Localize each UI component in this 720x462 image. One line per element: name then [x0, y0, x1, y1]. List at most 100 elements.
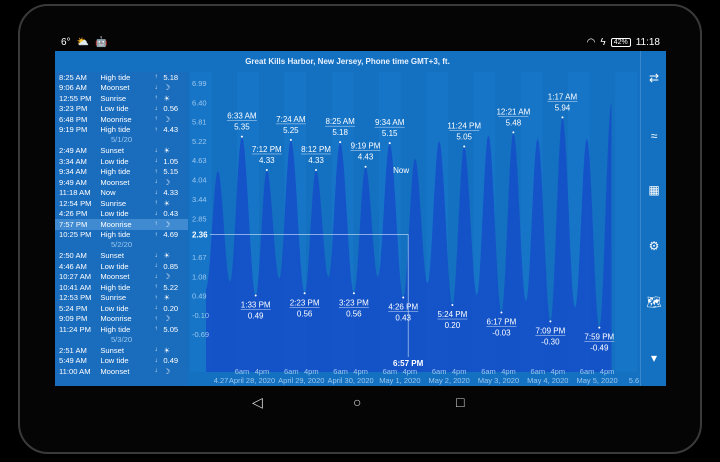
gear-icon[interactable]: ⚙	[648, 239, 660, 253]
event-value: ☽	[163, 272, 171, 282]
tide-point	[315, 168, 318, 171]
event-value: 0.85	[163, 261, 179, 271]
event-event: Sunrise	[100, 198, 127, 208]
waves-icon[interactable]: ≈	[650, 129, 658, 143]
date-header: 5/2/20	[110, 240, 133, 249]
list-item[interactable]: 10:27 AM Moonset ↓ ☽	[55, 272, 188, 283]
tide-time-label: 7:24 AM	[276, 115, 306, 124]
event-list[interactable]: 8:25 AM High tide ↑ 5.18 9:06 AM Moonset ↓ ☽ 12:…	[55, 72, 188, 386]
list-item[interactable]: 9:34 AM High tide ↑ 5.15	[55, 167, 188, 178]
list-item[interactable]: 3:34 AM Low tide ↓ 1.05	[55, 156, 188, 167]
y-tick-label: 4.04	[192, 175, 207, 184]
date-header: 5/3/20	[110, 334, 133, 344]
tide-point	[303, 292, 306, 295]
event-value: 1.05	[163, 156, 179, 166]
list-item[interactable]: 4:26 PM Low tide ↓ 0.43	[55, 209, 188, 220]
event-arrow: ↑	[154, 168, 158, 175]
event-arrow: ↓	[154, 84, 158, 91]
event-value: ☽	[163, 219, 171, 229]
list-item[interactable]: 7:57 PM Moonrise ↑ ☽	[55, 219, 188, 230]
tide-chart[interactable]: 6.99 6.40 5.81 5.22 4.63 4.04 3.44 2.85 1.67 1.08…	[188, 72, 640, 386]
list-item[interactable]: 2:51 AM Sunset ↓ ☀	[55, 345, 188, 356]
list-item[interactable]: 11:00 AM Moonset ↓ ☽	[55, 366, 188, 377]
list-item[interactable]: 5:24 PM Low tide ↓ 0.20	[55, 303, 188, 314]
tide-time-label: 2:23 PM	[290, 298, 320, 307]
tide-value-label: 4.43	[358, 153, 374, 162]
event-arrow: ↑	[154, 315, 158, 322]
list-item[interactable]: 12:55 PM Sunrise ↑ ☀	[55, 93, 188, 104]
event-time: 10:27 AM	[59, 272, 92, 282]
event-event: High tide	[100, 324, 131, 334]
back-button[interactable]: ◁	[252, 394, 263, 410]
list-item[interactable]: 9:49 AM Moonset ↓ ☽	[55, 177, 188, 188]
event-event: Moonrise	[100, 219, 132, 229]
event-event: High tide	[100, 167, 131, 177]
grid-icon[interactable]: ▦	[648, 183, 660, 197]
list-item[interactable]: 2:49 AM Sunset ↓ ☀	[55, 146, 188, 157]
tide-value-label: 0.49	[248, 312, 264, 321]
list-item[interactable]: 8:25 AM High tide ↑ 5.18	[55, 72, 188, 83]
event-arrow: ↑	[154, 221, 158, 228]
x-hour-tick: 6am	[580, 367, 595, 376]
event-value: ☀	[163, 251, 171, 261]
tide-value-label: 4.33	[308, 156, 324, 165]
chevron-down-icon[interactable]: ▾	[650, 351, 658, 365]
y-tick-label: 4.63	[192, 156, 207, 165]
home-button[interactable]: ○	[353, 394, 362, 410]
x-day-label: April 30, 2020	[327, 376, 373, 385]
event-value: 0.20	[163, 303, 179, 313]
x-day-label: April 28, 2020	[229, 376, 275, 385]
tide-value-label: -0.03	[492, 329, 511, 338]
event-event: Sunset	[100, 251, 125, 261]
toolbar: ⇄ ≈ ▦ ⚙ 🗺 ▾	[640, 51, 666, 386]
event-value: 5.05	[163, 324, 179, 334]
swap-arrows-icon[interactable]: ⇄	[648, 71, 660, 85]
tide-point	[463, 145, 466, 148]
event-event: Sunset	[100, 146, 125, 156]
event-arrow: ↓	[154, 347, 158, 354]
tide-value-label: 5.25	[283, 126, 299, 135]
list-item[interactable]: 11:18 AM Now ↓ 4.33	[55, 188, 188, 199]
y-tick-label: 6.40	[192, 98, 207, 107]
tide-point	[561, 116, 564, 119]
list-item[interactable]: 9:06 AM Moonset ↓ ☽	[55, 83, 188, 94]
event-arrow: ↑	[154, 326, 158, 333]
x-hour-tick: 4pm	[600, 367, 615, 376]
event-time: 11:18 AM	[59, 188, 91, 198]
event-arrow: ↑	[154, 74, 158, 81]
list-item[interactable]: 2:50 AM Sunset ↓ ☀	[55, 251, 188, 262]
list-item[interactable]: 10:25 PM High tide ↑ 4.69	[55, 230, 188, 241]
map-icon[interactable]: 🗺	[646, 295, 662, 309]
tide-value-label: 5.94	[555, 103, 571, 112]
event-arrow: ↓	[154, 305, 158, 312]
x-hour-tick: 4pm	[353, 367, 368, 376]
list-item[interactable]: 12:54 PM Sunrise ↑ ☀	[55, 198, 188, 209]
list-item[interactable]: 10:41 AM High tide ↑ 5.22	[55, 282, 188, 293]
tide-value-label: -0.30	[541, 337, 560, 346]
x-hour-tick: 4pm	[255, 367, 270, 376]
list-item[interactable]: 5:49 AM Low tide ↓ 0.49	[55, 356, 188, 367]
event-event: High tide	[100, 72, 131, 82]
event-event: Sunset	[100, 345, 125, 355]
list-item[interactable]: 12:53 PM Sunrise ↑ ☀	[55, 293, 188, 304]
list-item[interactable]: 9:09 PM Moonrise ↑ ☽	[55, 314, 188, 325]
tide-value-label: -0.49	[590, 344, 609, 353]
charging-icon: ϟ	[600, 36, 606, 48]
event-time: 8:25 AM	[59, 72, 87, 82]
list-item[interactable]: 4:46 AM Low tide ↓ 0.85	[55, 261, 188, 272]
temperature: 6°	[61, 36, 71, 48]
event-time: 9:09 PM	[59, 314, 88, 324]
event-time: 2:50 AM	[59, 251, 87, 261]
page-title: Great Kills Harbor, New Jersey, Phone ti…	[245, 57, 450, 66]
tide-point	[402, 296, 405, 299]
y-tick-label: -0.10	[192, 311, 209, 320]
list-item[interactable]: 3:23 PM Low tide ↓ 0.56	[55, 104, 188, 115]
event-arrow: ↑	[154, 284, 158, 291]
x-hour-tick: 6am	[531, 367, 546, 376]
list-item[interactable]: 9:19 PM High tide ↑ 4.43	[55, 125, 188, 136]
x-hour-tick: 6am	[333, 367, 348, 376]
event-value: ☀	[163, 146, 171, 156]
recents-button[interactable]: □	[456, 394, 465, 410]
list-item[interactable]: 11:24 PM High tide ↑ 5.05	[55, 324, 188, 335]
list-item[interactable]: 6:48 PM Moonrise ↑ ☽	[55, 114, 188, 125]
